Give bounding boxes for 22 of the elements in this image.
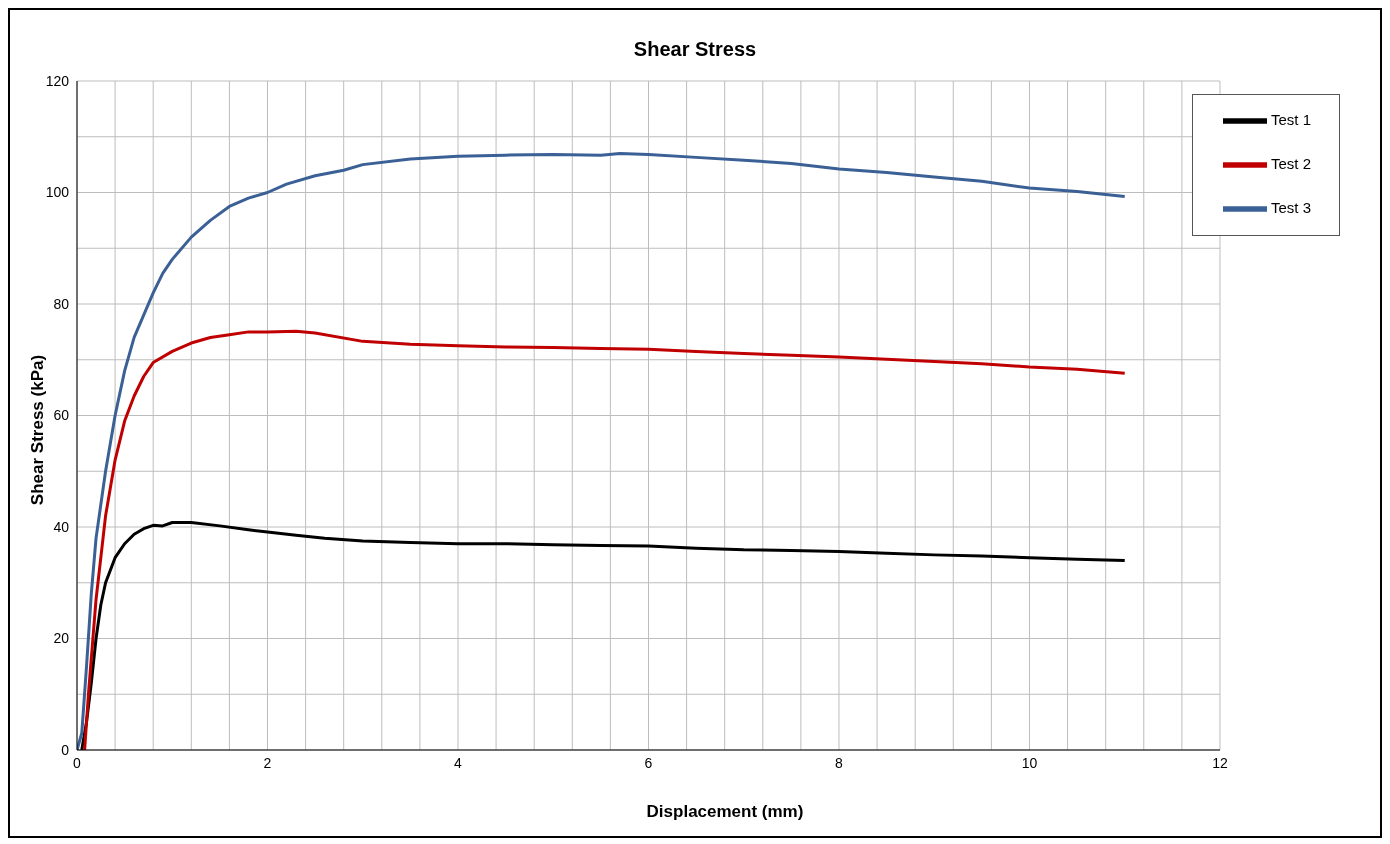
legend-label: Test 1 [1270,110,1311,128]
x-tick-label: 2 [263,754,272,771]
y-tick-label: 80 [53,295,70,312]
x-tick-label: 12 [1212,754,1228,771]
line-series [77,151,1127,750]
chart-title: Shear Stress [632,38,758,61]
legend-label: Test 3 [1270,198,1311,216]
y-tick-label: 100 [45,184,70,201]
x-tick-label: 8 [835,754,844,771]
x-tick-label: 4 [454,754,463,771]
x-tick-label: 0 [73,754,82,771]
y-tick-label: 0 [61,741,70,758]
y-axis-title: Shear Stress (kPa) [28,354,48,506]
y-tick-label: 20 [53,630,70,647]
legend-label: Test 2 [1270,154,1311,172]
y-tick-label: 120 [45,72,70,89]
x-tick-label: 10 [1021,754,1038,771]
y-tick-label: 40 [53,518,70,535]
line-series [83,329,1127,750]
x-tick-label: 6 [644,754,653,771]
y-tick-label: 60 [53,407,70,424]
x-axis-title: Displacement (mm) [645,802,805,822]
